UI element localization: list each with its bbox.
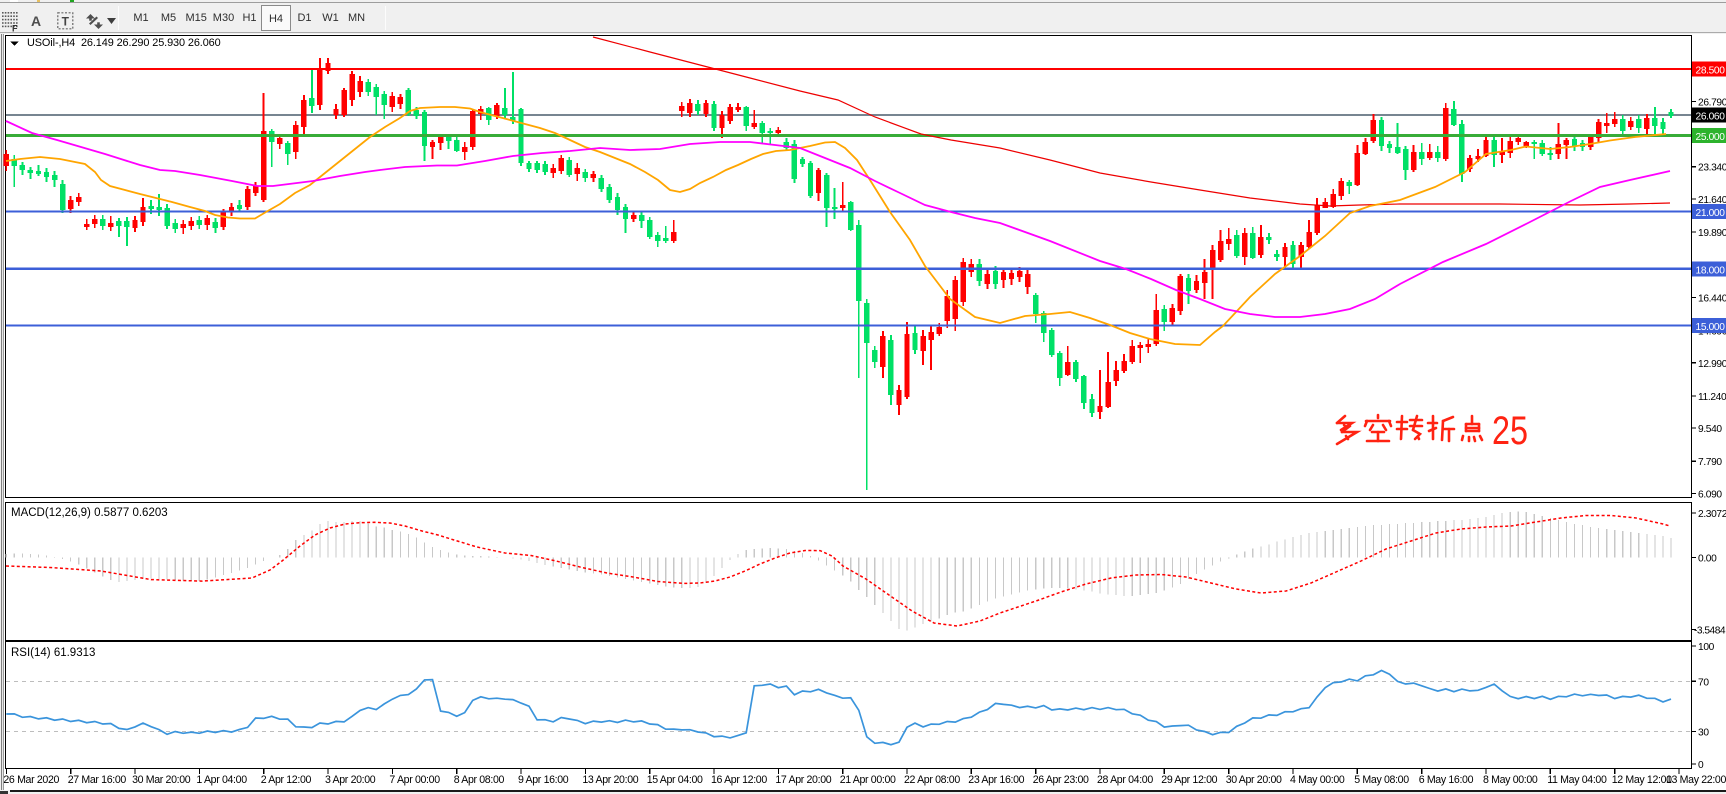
svg-text:22 Apr 08:00: 22 Apr 08:00: [904, 774, 960, 786]
svg-text:9.540: 9.540: [1698, 424, 1722, 435]
svg-text:26.790: 26.790: [1698, 97, 1726, 108]
svg-text:70: 70: [1698, 677, 1709, 688]
svg-text:3 Apr 20:00: 3 Apr 20:00: [325, 774, 376, 786]
svg-text:8 May 00:00: 8 May 00:00: [1483, 774, 1538, 786]
svg-text:21 Apr 00:00: 21 Apr 00:00: [840, 774, 896, 786]
svg-text:2.3072: 2.3072: [1698, 509, 1726, 520]
svg-text:25: 25: [1492, 409, 1528, 453]
svg-text:15.000: 15.000: [1696, 322, 1726, 333]
svg-text:6 May 16:00: 6 May 16:00: [1419, 774, 1474, 786]
svg-text:6.090: 6.090: [1698, 489, 1722, 500]
svg-text:7.790: 7.790: [1698, 457, 1722, 468]
svg-text:8 Apr 08:00: 8 Apr 08:00: [454, 774, 505, 786]
svg-text:13 May 22:00: 13 May 22:00: [1666, 774, 1726, 786]
svg-text:11.240: 11.240: [1698, 392, 1726, 403]
svg-text:16 Apr 12:00: 16 Apr 12:00: [711, 774, 767, 786]
svg-text:5 May 08:00: 5 May 08:00: [1354, 774, 1409, 786]
svg-text:15 Apr 04:00: 15 Apr 04:00: [647, 774, 703, 786]
svg-text:13 Apr 20:00: 13 Apr 20:00: [582, 774, 638, 786]
svg-text:12 May 12:00: 12 May 12:00: [1612, 774, 1672, 786]
svg-text:12.990: 12.990: [1698, 359, 1726, 370]
svg-text:7 Apr 00:00: 7 Apr 00:00: [389, 774, 440, 786]
svg-text:23.340: 23.340: [1698, 163, 1726, 174]
svg-text:11 May 04:00: 11 May 04:00: [1547, 774, 1607, 786]
svg-text:MACD(12,26,9) 0.5877 0.6203: MACD(12,26,9) 0.5877 0.6203: [11, 507, 168, 519]
svg-text:17 Apr 20:00: 17 Apr 20:00: [775, 774, 831, 786]
svg-text:9 Apr 16:00: 9 Apr 16:00: [518, 774, 569, 786]
svg-text:26.060: 26.060: [1696, 112, 1726, 123]
svg-text:2 Apr 12:00: 2 Apr 12:00: [261, 774, 312, 786]
svg-text:23 Apr 16:00: 23 Apr 16:00: [968, 774, 1024, 786]
svg-text:29 Apr 12:00: 29 Apr 12:00: [1161, 774, 1217, 786]
svg-text:26 Mar 2020: 26 Mar 2020: [3, 774, 59, 786]
svg-text:USOil-,H4 26.149 26.290 25.93: USOil-,H4 26.149 26.290 25.930 26.060: [27, 37, 221, 49]
svg-text:1 Apr 04:00: 1 Apr 04:00: [196, 774, 247, 786]
svg-text:28.500: 28.500: [1696, 66, 1726, 77]
svg-text:F: F: [12, 24, 18, 33]
svg-text:30: 30: [1698, 727, 1709, 738]
svg-text:30 Apr 20:00: 30 Apr 20:00: [1226, 774, 1282, 786]
svg-text:27 Mar 16:00: 27 Mar 16:00: [68, 774, 127, 786]
svg-text:19.890: 19.890: [1698, 228, 1726, 239]
svg-text:100: 100: [1698, 642, 1715, 653]
svg-text:30 Mar 20:00: 30 Mar 20:00: [132, 774, 191, 786]
svg-text:18.000: 18.000: [1696, 265, 1726, 276]
svg-text:0: 0: [1698, 760, 1704, 771]
svg-text:21.000: 21.000: [1696, 208, 1726, 219]
svg-text:-3.5484: -3.5484: [1694, 626, 1726, 637]
svg-text:T: T: [62, 15, 70, 29]
svg-text:25.000: 25.000: [1696, 132, 1726, 143]
svg-text:16.440: 16.440: [1698, 293, 1726, 304]
svg-text:4 May 00:00: 4 May 00:00: [1290, 774, 1345, 786]
svg-text:0.00: 0.00: [1698, 553, 1717, 564]
svg-text:RSI(14) 61.9313: RSI(14) 61.9313: [11, 647, 95, 659]
svg-text:26 Apr 23:00: 26 Apr 23:00: [1033, 774, 1089, 786]
svg-text:21.640: 21.640: [1698, 195, 1726, 206]
svg-text:28 Apr 04:00: 28 Apr 04:00: [1097, 774, 1153, 786]
